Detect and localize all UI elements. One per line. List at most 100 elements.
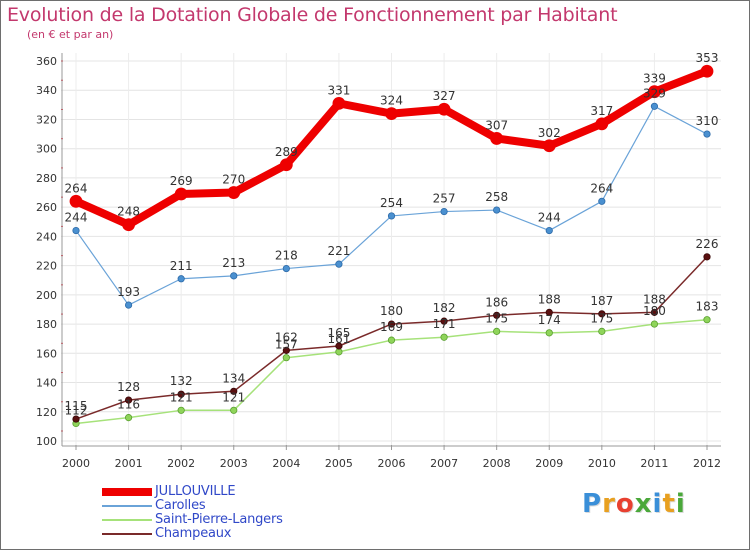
- data-label-saint-pierre-langers-2005: 161: [327, 332, 350, 346]
- point-jullouville-2003: [227, 186, 241, 199]
- data-label-carolles-2000: 244: [65, 211, 88, 225]
- data-label-saint-pierre-langers-2003: 121: [222, 390, 245, 404]
- y-tick-label-160: 160: [36, 347, 57, 360]
- y-tick-label-180: 180: [36, 318, 57, 331]
- legend-label-saint-pierre-langers: Saint-Pierre-Langers: [155, 512, 283, 527]
- data-label-saint-pierre-langers-2012: 183: [696, 300, 719, 314]
- point-carolles-2006: [387, 212, 396, 220]
- point-carolles-2009: [545, 226, 553, 235]
- point-champeaux-2002: [177, 390, 185, 398]
- point-carolles-2004: [282, 264, 290, 273]
- chart-subtitle: (en € et par an): [27, 28, 114, 41]
- x-tick-label-2011: 2011: [640, 457, 668, 470]
- x-tick-label-2001: 2001: [115, 457, 143, 470]
- data-label-carolles-2011: 329: [643, 86, 666, 100]
- point-carolles-2001: [124, 301, 133, 309]
- x-tick-label-2003: 2003: [220, 457, 248, 470]
- data-label-carolles-2003: 213: [222, 256, 245, 270]
- legend-swatch-champeaux: [102, 533, 152, 535]
- legend-swatch-saint-pierre-langers: [102, 519, 152, 521]
- point-saint-pierre-langers-2001: [124, 414, 133, 422]
- point-champeaux-2008: [493, 311, 501, 319]
- point-saint-pierre-langers-2011: [650, 320, 659, 328]
- data-label-jullouville-2002: 269: [170, 174, 193, 188]
- point-saint-pierre-langers-2006: [387, 336, 396, 344]
- data-label-jullouville-2000: 264: [65, 181, 88, 195]
- point-jullouville-2007: [437, 102, 451, 116]
- point-champeaux-2012: [703, 253, 711, 261]
- point-champeaux-2005: [335, 342, 343, 350]
- data-label-saint-pierre-langers-2009: 174: [538, 313, 561, 327]
- data-label-carolles-2010: 264: [590, 181, 613, 195]
- data-label-saint-pierre-langers-2004: 157: [275, 338, 298, 352]
- data-label-jullouville-2007: 327: [433, 89, 456, 103]
- data-label-carolles-2005: 221: [327, 244, 350, 258]
- data-label-champeaux-2010: 187: [590, 294, 613, 308]
- y-tick-label-220: 220: [36, 260, 57, 273]
- point-champeaux-2009: [545, 308, 553, 316]
- x-tick-label-2005: 2005: [325, 457, 353, 470]
- point-jullouville-2008: [490, 132, 504, 145]
- point-saint-pierre-langers-2008: [493, 327, 501, 335]
- point-champeaux-2010: [598, 310, 606, 318]
- y-tick-label-300: 300: [36, 143, 57, 156]
- point-saint-pierre-langers-2007: [440, 333, 448, 341]
- brand-letter: i: [652, 489, 663, 519]
- data-label-champeaux-2000: 115: [65, 399, 88, 413]
- x-tick-label-2004: 2004: [272, 457, 300, 470]
- x-tick-label-2009: 2009: [535, 457, 563, 470]
- data-label-carolles-2004: 218: [275, 249, 298, 263]
- x-tick-label-2008: 2008: [483, 457, 511, 470]
- point-jullouville-2009: [542, 139, 556, 153]
- legend-label-champeaux: Champeaux: [155, 526, 232, 541]
- point-champeaux-2006: [387, 320, 396, 328]
- data-label-carolles-2007: 257: [433, 192, 456, 206]
- point-jullouville-2006: [385, 107, 398, 121]
- point-jullouville-2011: [648, 85, 661, 99]
- proxiti-logo: Proxiti: [582, 489, 686, 519]
- data-label-jullouville-2010: 317: [590, 104, 613, 118]
- data-label-champeaux-2004: 162: [275, 330, 298, 344]
- x-tick-label-2007: 2007: [430, 457, 458, 470]
- y-tick-label-340: 340: [36, 84, 57, 97]
- point-jullouville-2012: [700, 64, 714, 78]
- data-label-jullouville-2001: 248: [117, 205, 140, 219]
- data-label-champeaux-2009: 188: [538, 292, 561, 306]
- data-label-champeaux-2008: 186: [485, 295, 508, 309]
- point-carolles-2012: [703, 130, 711, 138]
- data-label-saint-pierre-langers-2007: 171: [433, 317, 456, 331]
- point-carolles-2002: [177, 275, 185, 283]
- data-label-saint-pierre-langers-2011: 180: [643, 304, 666, 318]
- point-carolles-2010: [598, 197, 606, 205]
- y-tick-label-320: 320: [36, 113, 57, 126]
- legend-swatch-carolles: [102, 505, 152, 507]
- point-saint-pierre-langers-2009: [545, 329, 553, 337]
- data-label-jullouville-2004: 289: [275, 145, 298, 159]
- legend-label-jullouville: JULLOUVILLE: [155, 484, 236, 499]
- data-label-champeaux-2012: 226: [696, 237, 719, 251]
- point-carolles-2005: [335, 260, 343, 268]
- point-saint-pierre-langers-2003: [230, 406, 238, 414]
- data-label-champeaux-2003: 134: [222, 371, 245, 385]
- point-champeaux-2004: [282, 346, 290, 354]
- data-label-champeaux-2007: 182: [433, 301, 456, 315]
- data-label-saint-pierre-langers-2000: 112: [65, 403, 88, 417]
- y-tick-label-280: 280: [36, 172, 57, 185]
- y-tick-label-360: 360: [36, 55, 57, 68]
- point-carolles-2000: [72, 226, 80, 235]
- data-label-carolles-2001: 193: [117, 285, 140, 299]
- legend-item-jullouville: JULLOUVILLE: [102, 485, 283, 499]
- data-label-jullouville-2008: 307: [485, 118, 508, 132]
- brand-letter: x: [634, 489, 653, 519]
- data-label-saint-pierre-langers-2006: 169: [380, 320, 403, 334]
- chart-title: Evolution de la Dotation Globale de Fonc…: [7, 4, 618, 26]
- data-label-champeaux-2002: 132: [170, 374, 193, 388]
- point-jullouville-2010: [595, 117, 609, 131]
- point-saint-pierre-langers-2002: [177, 406, 185, 414]
- x-tick-label-2012: 2012: [693, 457, 721, 470]
- point-saint-pierre-langers-2010: [598, 327, 606, 335]
- data-label-jullouville-2003: 270: [222, 173, 245, 187]
- data-label-jullouville-2005: 331: [327, 83, 350, 97]
- point-jullouville-2000: [69, 194, 83, 208]
